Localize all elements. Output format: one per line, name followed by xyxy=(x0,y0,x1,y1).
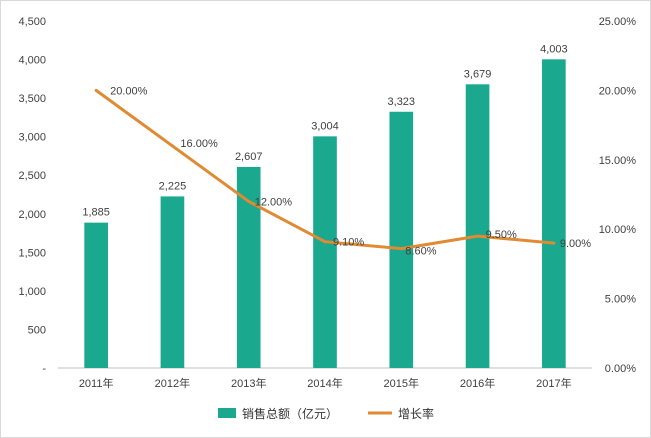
legend: 销售总额（亿元） 增长率 xyxy=(218,406,434,421)
bars-layer xyxy=(84,59,566,369)
x-tick-label: 2012年 xyxy=(155,376,190,390)
y-left-tick-label: 2,000 xyxy=(18,209,46,221)
y-right-tick-label: 20.00% xyxy=(599,85,637,97)
x-tick-label: 2013年 xyxy=(231,376,266,390)
line-data-label: 12.00% xyxy=(255,196,293,208)
line-point xyxy=(323,240,327,244)
y-left-tick-label: 3,500 xyxy=(18,93,46,105)
bar-data-label: 3,679 xyxy=(464,68,492,80)
y-right-tick-label: 5.00% xyxy=(605,294,636,306)
bar xyxy=(160,196,185,368)
line-point xyxy=(552,241,556,245)
legend-bar-swatch xyxy=(218,408,236,418)
x-tick-label: 2014年 xyxy=(307,376,342,390)
labels-layer: 1,885 2,225 2,607 3,004 3,323 3,679 4,003 20.00… xyxy=(82,43,591,257)
bar-data-label: 2,607 xyxy=(235,151,263,163)
y-right-tick-label: 10.00% xyxy=(599,224,637,236)
bar xyxy=(236,166,261,368)
bar xyxy=(313,136,337,368)
line-layer xyxy=(94,88,556,251)
bar xyxy=(389,111,414,369)
y-right-tick-label: 0.00% xyxy=(605,363,636,375)
y-left-tick-label: 1,000 xyxy=(18,286,46,298)
x-tick-label: 2011年 xyxy=(79,376,114,390)
x-tick-label: 2016年 xyxy=(460,376,495,390)
line-data-label: 16.00% xyxy=(180,138,218,150)
y-left-tick-label: 1,500 xyxy=(18,247,46,259)
legend-bar-label: 销售总额（亿元） xyxy=(242,406,338,421)
line-point xyxy=(399,247,403,251)
y-left-tick-label: 4,500 xyxy=(18,16,46,28)
line-data-label: 9.00% xyxy=(560,238,591,250)
line-data-label: 20.00% xyxy=(110,85,148,97)
line-point xyxy=(94,88,98,92)
line-data-label: 8.60% xyxy=(405,246,436,258)
bar xyxy=(465,84,490,368)
y-left-tick-label: - xyxy=(42,363,46,375)
bar-data-label: 2,225 xyxy=(159,180,187,192)
x-tick-label: 2015年 xyxy=(384,376,419,390)
x-tick-label: 2017年 xyxy=(536,376,571,390)
line-point xyxy=(247,199,251,203)
y-right-tick-label: 15.00% xyxy=(599,155,637,167)
y-right-tick-label: 25.00% xyxy=(599,16,637,28)
bar xyxy=(542,59,566,369)
line-data-label: 9.50% xyxy=(486,229,517,241)
bar xyxy=(84,222,108,368)
legend-line-label: 增长率 xyxy=(398,406,434,421)
axes-layer: - 500 1,000 1,500 2,000 2,500 3,000 3,500 4,000 4… xyxy=(18,16,636,390)
line-data-label: 9.10% xyxy=(333,237,364,249)
y-left-tick-label: 4,000 xyxy=(18,55,46,67)
line-point xyxy=(476,234,480,238)
bar-data-label: 3,004 xyxy=(311,120,339,132)
bar-data-label: 4,003 xyxy=(540,43,568,55)
bar-data-label: 1,885 xyxy=(82,207,110,219)
y-left-tick-label: 500 xyxy=(28,324,46,336)
line-point xyxy=(170,144,174,148)
y-left-tick-label: 2,500 xyxy=(18,170,46,182)
bar-data-label: 3,323 xyxy=(388,96,416,108)
y-left-tick-label: 3,000 xyxy=(18,132,46,144)
